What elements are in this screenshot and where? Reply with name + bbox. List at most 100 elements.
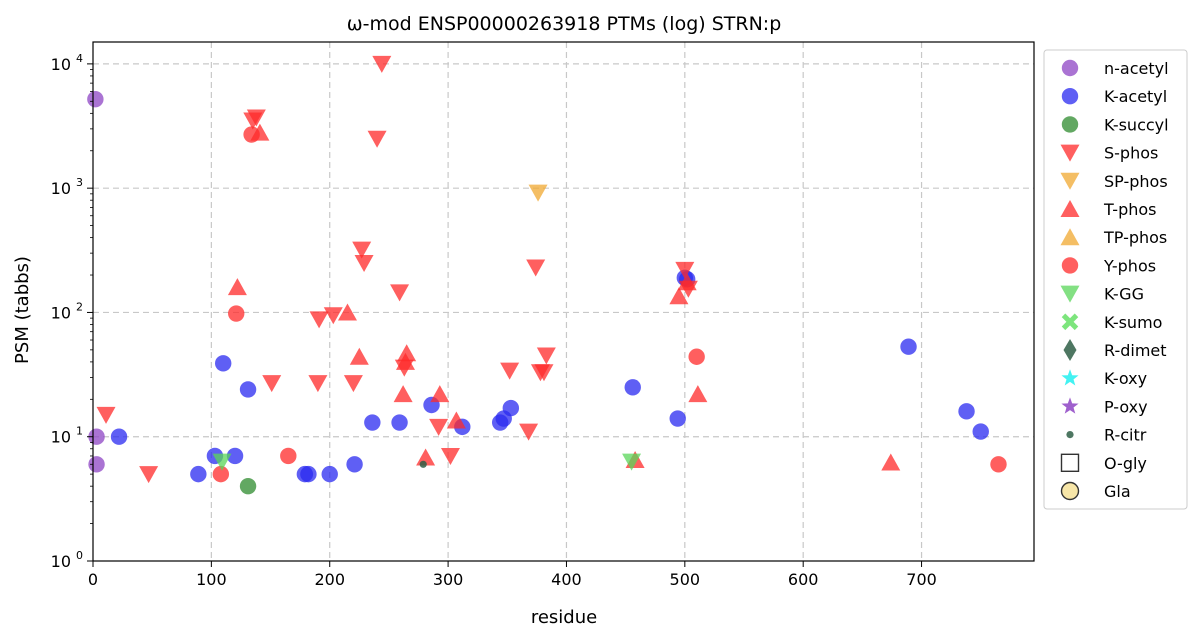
legend-label: K-acetyl [1104,87,1167,106]
point-s-phos [519,423,539,441]
point-s-phos [390,284,410,302]
legend-marker-k-acetyl [1061,88,1079,105]
point-k-acetyl [321,465,338,483]
point-k-acetyl [190,465,207,483]
point-t-phos [688,385,708,403]
point-k-acetyl [624,379,641,396]
point-k-acetyl [972,423,989,440]
y-tick-base: 10 [51,179,71,198]
point-s-phos [262,375,282,393]
point-t-phos [677,273,697,291]
point-s-phos [526,259,546,277]
legend-marker-k-oxy [1061,369,1079,386]
legend-label: R-dimet [1104,341,1167,360]
y-tick-label: 10 [51,552,71,571]
legend-item-y-phos: Y-phos [1061,256,1156,275]
legend-marker-n-acetyl [1061,59,1079,77]
x-tick-label: 100 [196,570,227,589]
point-s-phos [536,347,556,365]
legend-label: Gla [1104,482,1131,501]
x-axis-ticks: 0 100 200 300 400 500 600 700 [88,561,937,589]
grid-lines [93,42,1034,561]
legend-marker-t-phos [1060,200,1080,217]
point-k-acetyl [502,399,520,417]
x-tick-label: 0 [88,570,98,589]
point-k-acetyl [239,381,257,398]
point-t-phos [337,303,357,321]
point-t-phos [430,385,450,403]
x-tick-label: 300 [433,570,464,589]
point-k-succyl [239,477,257,495]
legend-marker-r-citr [1066,431,1074,439]
legend-item-sp-phos: SP-phos [1060,172,1168,191]
legend-label: T-phos [1103,200,1157,219]
legend-item-k-oxy: K-oxy [1061,369,1147,388]
point-y-phos [212,465,230,483]
point-s-phos [354,254,374,272]
point-s-phos [308,375,328,393]
legend-item-n-acetyl: n-acetyl [1061,59,1169,78]
point-y-phos [990,456,1007,473]
legend-marker-k-sumo [1061,313,1079,331]
point-t-phos [397,344,417,362]
legend-label: K-sumo [1104,313,1162,332]
legend-label: TP-phos [1103,228,1167,247]
x-tick-label: 400 [551,570,582,589]
point-k-acetyl [391,414,408,431]
point-k-acetyl [226,447,244,465]
y-tick-base: 10 [51,55,71,74]
legend-marker-tp-phos [1060,228,1080,246]
point-s-phos [139,466,159,484]
plot-frame [92,41,1035,562]
point-t-phos [881,453,901,471]
y-tick-base: 10 [51,552,71,571]
point-sp-phos [528,184,548,202]
y-tick-base: 10 [51,303,71,322]
legend-item-k-acetyl: K-acetyl [1061,87,1167,106]
y-tick-exponent: 4 [76,52,83,65]
point-k-acetyl [300,465,317,483]
legend-marker-k-succyl [1061,116,1079,133]
legend-item-k-succyl: K-succyl [1061,115,1169,134]
legend-label: S-phos [1104,144,1158,163]
legend-item-o-gly: O-gly [1060,453,1147,473]
point-y-phos [280,447,297,465]
legend-item-k-gg: K-GG [1060,285,1144,304]
y-tick-exponent: 1 [76,425,83,438]
point-s-phos [246,109,266,127]
x-tick-label: 600 [788,570,819,589]
legend-item-p-oxy: P-oxy [1061,397,1148,416]
legend-label: SP-phos [1104,172,1168,191]
point-t-phos [393,385,413,403]
point-s-phos [367,130,387,148]
y-axis-ticks: 10 0 10 1 10 2 10 3 10 4 [51,52,93,571]
legend-items: n-acetyl K-acetyl K-succyl S-phos SP-phos T-p… [1060,59,1169,501]
point-y-phos [243,126,260,143]
legend-label: K-oxy [1104,369,1147,388]
legend-marker-gla [1060,481,1080,501]
legend-label: K-GG [1104,285,1144,304]
point-s-phos [675,261,695,279]
point-t-phos [227,278,247,296]
legend-item-s-phos: S-phos [1060,144,1158,163]
point-t-phos [416,448,436,466]
point-k-acetyl [669,410,686,427]
legend-marker-r-dimet [1063,339,1077,361]
point-r-citr [419,460,427,468]
chart-title: ω-mod ENSP00000263918 PTMs (log) STRN:p [347,13,782,35]
legend: n-acetyl K-acetyl K-succyl S-phos SP-phos T-p… [1043,49,1188,510]
point-k-acetyl [346,456,363,473]
point-k-acetyl [110,428,128,445]
point-s-phos [309,311,329,329]
y-tick-exponent: 2 [76,300,83,313]
x-tick-label: 700 [906,570,937,589]
point-n-acetyl [87,90,104,108]
point-y-phos [688,348,705,365]
point-k-acetyl [215,355,232,372]
legend-box [1043,49,1188,510]
legend-item-tp-phos: TP-phos [1060,228,1167,247]
legend-item-k-sumo: K-sumo [1061,313,1162,332]
point-s-phos [500,362,520,380]
legend-marker-y-phos [1061,257,1079,274]
